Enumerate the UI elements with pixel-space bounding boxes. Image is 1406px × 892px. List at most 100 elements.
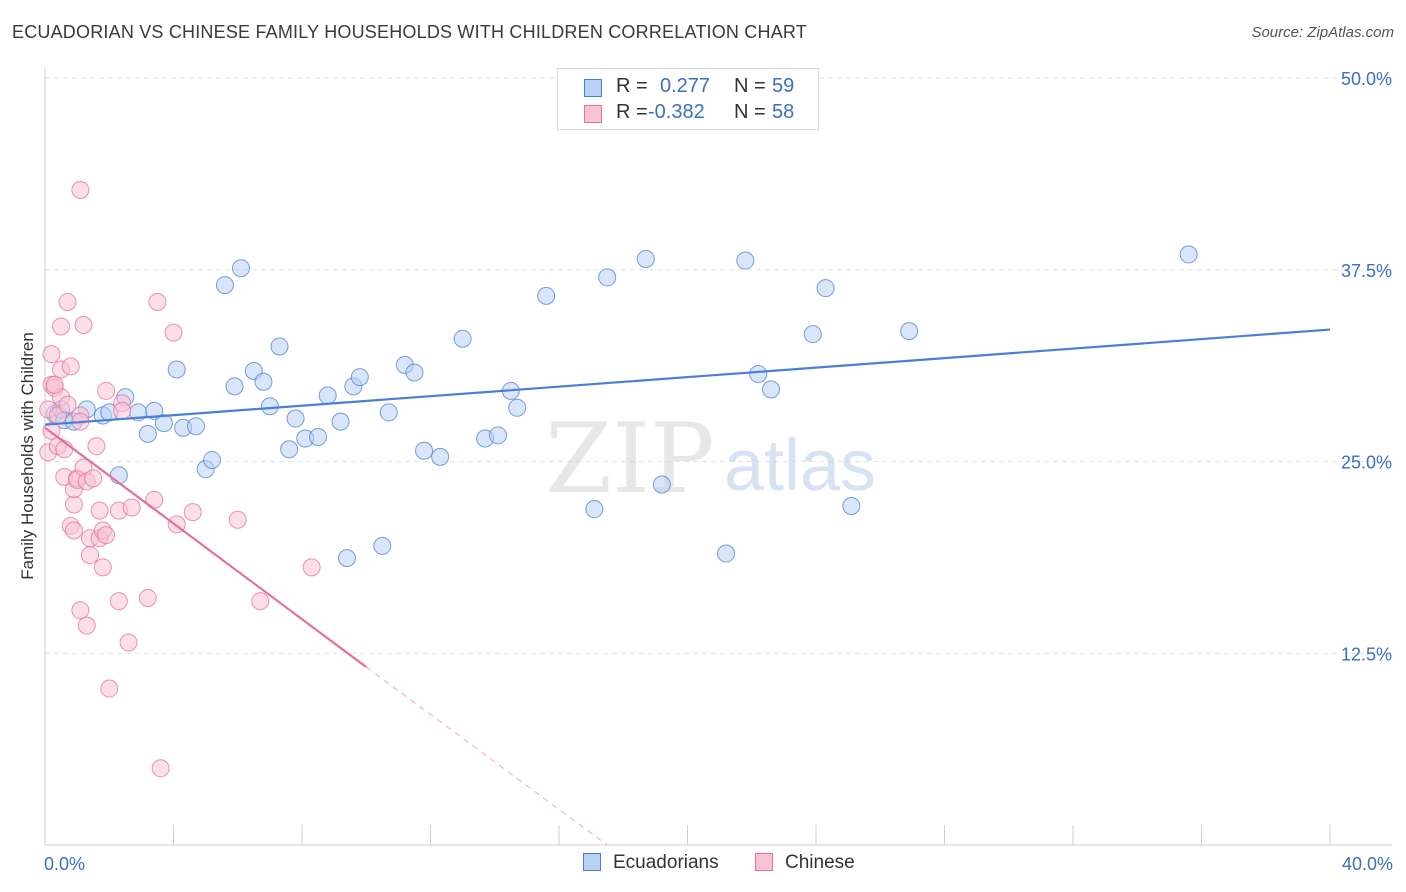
ecuadorian-point xyxy=(1179,245,1198,264)
chinese-trend-line xyxy=(44,426,367,668)
y-tick-label: 25.0% xyxy=(1341,453,1392,473)
chinese-point xyxy=(42,345,61,364)
chinese-point xyxy=(97,381,116,400)
chinese-point xyxy=(302,558,321,577)
r-value: 0.277 xyxy=(660,75,711,97)
chinese-point xyxy=(90,501,109,520)
ecuadorian-trend-line xyxy=(44,328,1331,426)
ecuadorian-point xyxy=(598,268,617,287)
y-axis-label: Family Households with Children xyxy=(18,332,37,580)
ecuadorian-point xyxy=(762,380,781,399)
legend-swatch-ecuadorians xyxy=(583,853,601,871)
ecuadorian-point xyxy=(215,276,234,295)
chinese-point xyxy=(64,495,83,514)
y-tick-label: 50.0% xyxy=(1341,69,1392,89)
ecuadorian-point xyxy=(488,426,507,445)
ecuadorian-point xyxy=(453,329,472,348)
points-layer xyxy=(39,180,1198,778)
tick-labels: 12.5% 25.0% 37.5% 50.0% 0.0% 40.0% xyxy=(44,69,1393,874)
chinese-trend-extension xyxy=(365,666,608,846)
r-label: R = xyxy=(616,75,648,97)
watermark: ZIP atlas xyxy=(545,403,876,515)
chinese-point xyxy=(251,592,270,611)
legend-label-ecuadorians: Ecuadorians xyxy=(613,852,719,873)
chinese-point xyxy=(97,526,116,545)
chart-title: ECUADORIAN VS CHINESE FAMILY HOUSEHOLDS … xyxy=(12,22,807,42)
n-label: N = xyxy=(734,75,766,97)
ecuadorian-point xyxy=(803,325,822,344)
chinese-point xyxy=(58,395,77,414)
chinese-point xyxy=(113,401,132,420)
ecuadorian-point xyxy=(331,412,350,431)
ecuadorian-point xyxy=(309,427,328,446)
chinese-point xyxy=(84,469,103,488)
chinese-point xyxy=(61,357,80,376)
ecuadorian-point xyxy=(286,409,305,428)
trend-layer xyxy=(44,328,1331,846)
ecuadorian-point xyxy=(109,466,128,485)
chinese-point xyxy=(164,323,183,342)
ecuadorian-point xyxy=(145,401,164,420)
ecuadorian-point xyxy=(186,417,205,436)
ecuadorian-point xyxy=(405,363,424,382)
legend-row-chinese: R = -0.382 N = 58 xyxy=(558,101,818,127)
ecuadorian-point xyxy=(508,398,527,417)
ecuadorian-point xyxy=(585,500,604,519)
ecuadorian-point xyxy=(373,536,392,555)
chinese-point xyxy=(58,292,77,311)
source-credit: Source: ZipAtlas.com xyxy=(1251,24,1394,41)
ecuadorian-point xyxy=(350,368,369,387)
x-tick-label: 0.0% xyxy=(44,854,85,874)
ecuadorian-point xyxy=(270,337,289,356)
ecuadorian-point xyxy=(717,544,736,563)
chinese-point xyxy=(64,521,83,540)
ecuadorian-point xyxy=(379,403,398,422)
ecuadorian-point xyxy=(260,397,279,416)
chinese-point xyxy=(148,292,167,311)
ecuadorian-point xyxy=(636,250,655,269)
chinese-point xyxy=(151,759,170,778)
chinese-point xyxy=(228,510,247,529)
ecuadorian-point xyxy=(337,549,356,568)
chinese-point xyxy=(45,375,64,394)
chinese-point xyxy=(71,601,90,620)
n-label: N = xyxy=(734,101,766,123)
r-label: R = xyxy=(616,101,648,123)
chinese-point xyxy=(138,589,157,608)
legend-label-chinese: Chinese xyxy=(785,852,855,873)
chinese-point xyxy=(183,503,202,522)
axis-layer xyxy=(44,68,1392,846)
ecuadorian-point xyxy=(231,259,250,278)
ecuadorian-point xyxy=(537,286,556,305)
y-tick-label: 37.5% xyxy=(1341,261,1392,281)
chinese-point xyxy=(93,558,112,577)
chinese-point xyxy=(100,679,119,698)
chinese-point xyxy=(71,180,90,199)
y-tick-label: 12.5% xyxy=(1341,644,1392,664)
ecuadorian-point xyxy=(318,386,337,405)
ecuadorian-point xyxy=(203,450,222,469)
ecuadorian-point xyxy=(736,251,755,270)
legend-row-ecuadorians: R = 0.277 N = 59 xyxy=(558,75,818,101)
x-tick-label: 40.0% xyxy=(1342,854,1393,874)
legend-swatch-chinese xyxy=(755,853,773,871)
ecuadorian-point xyxy=(415,441,434,460)
n-value: 59 xyxy=(772,75,795,97)
ecuadorian-point xyxy=(749,365,768,384)
ecuadorian-point xyxy=(280,440,299,459)
legend-swatch-chinese xyxy=(584,105,602,123)
ecuadorian-point xyxy=(225,377,244,396)
chinese-point xyxy=(77,616,96,635)
watermark-atlas: atlas xyxy=(724,426,876,506)
ecuadorian-point xyxy=(900,322,919,341)
ecuadorian-point xyxy=(254,372,273,391)
legend-swatch-ecuadorians xyxy=(584,79,602,97)
watermark-zip: ZIP xyxy=(545,403,714,515)
ecuadorian-point xyxy=(652,475,671,494)
chinese-point xyxy=(74,315,93,334)
chinese-point xyxy=(87,437,106,456)
chinese-point xyxy=(52,317,71,336)
n-value: 58 xyxy=(772,101,795,123)
ecuadorian-point xyxy=(816,279,835,298)
